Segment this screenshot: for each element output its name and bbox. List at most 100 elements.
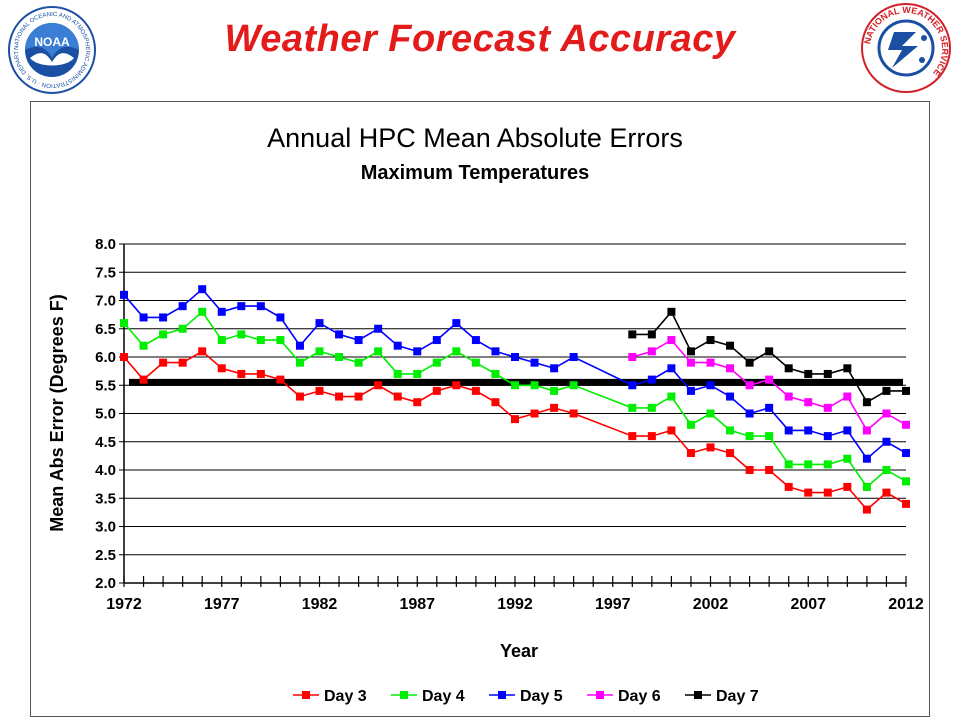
- slide-title: Weather Forecast Accuracy: [224, 18, 736, 60]
- day-5-marker: [706, 381, 715, 390]
- day-5-marker: [393, 341, 402, 350]
- y-tick-label: 2.5: [95, 547, 116, 564]
- x-tick-label: 1982: [302, 596, 338, 613]
- day-5-marker: [139, 313, 148, 322]
- day-5-marker: [902, 449, 910, 458]
- day-4-marker: [413, 369, 422, 378]
- day-5-marker: [256, 302, 265, 311]
- legend-day-4-label: Day 4: [422, 688, 465, 705]
- day-4-marker: [843, 454, 852, 463]
- day-4-marker: [159, 330, 168, 339]
- day-7-marker: [647, 330, 656, 339]
- day-5-marker: [686, 386, 695, 395]
- day-5-marker: [315, 319, 324, 328]
- day-5-marker: [745, 409, 754, 418]
- day-4-marker: [237, 330, 246, 339]
- y-tick-label: 6.5: [95, 321, 116, 338]
- day-4-marker: [120, 319, 128, 328]
- day-4-marker: [550, 386, 559, 395]
- day-3-marker: [511, 415, 519, 424]
- day-4-marker: [862, 482, 871, 491]
- day-5-marker: [784, 426, 793, 435]
- day-5-marker: [843, 426, 852, 435]
- day-3-marker: [315, 386, 324, 395]
- day-3-marker: [471, 386, 480, 395]
- day-6-marker: [765, 375, 774, 384]
- day-3-marker: [413, 398, 422, 407]
- day-5-marker: [159, 313, 168, 322]
- day-4-marker: [276, 336, 285, 345]
- noaa-logo-text: NOAA: [34, 35, 70, 49]
- day-5-marker: [726, 392, 735, 401]
- x-tick-label: 2002: [693, 596, 729, 613]
- mae-line-chart: Annual HPC Mean Absolute Errors Maximum …: [47, 123, 924, 705]
- day-3-marker: [159, 358, 168, 367]
- legend-day-7-marker: [694, 691, 702, 699]
- day-4-marker: [706, 409, 715, 418]
- day-6-marker: [862, 426, 871, 435]
- day-4-marker: [882, 466, 891, 474]
- day-5-marker: [550, 364, 559, 373]
- day-5-marker: [335, 330, 344, 339]
- day-5-marker: [530, 358, 539, 367]
- day-3-marker: [843, 482, 852, 491]
- day-5-marker: [511, 353, 519, 361]
- day-6-marker: [804, 398, 813, 407]
- day-5-marker: [413, 347, 422, 356]
- x-tick-label: 1972: [106, 596, 142, 613]
- day-5-marker: [862, 454, 871, 463]
- day-5-marker: [628, 381, 637, 390]
- day-4-marker: [686, 420, 695, 429]
- day-6-marker: [823, 403, 832, 412]
- day-6-marker: [843, 392, 852, 401]
- day-4-marker: [198, 307, 207, 316]
- day-6-marker: [647, 347, 656, 356]
- day-3-marker: [765, 466, 774, 474]
- day-7-marker: [765, 347, 774, 356]
- chart-title: Annual HPC Mean Absolute Errors: [267, 123, 683, 153]
- day-5-marker: [432, 336, 441, 345]
- day-4-marker: [491, 369, 500, 378]
- legend-day-3-label: Day 3: [324, 688, 367, 705]
- day-7-marker: [686, 347, 695, 356]
- day-4-marker: [178, 324, 187, 333]
- day-3-marker: [862, 505, 871, 514]
- day-3-marker: [393, 392, 402, 401]
- day-5-marker: [120, 290, 128, 299]
- day-5-marker: [237, 302, 246, 311]
- x-tick-label: 2012: [888, 596, 924, 613]
- day-7-marker: [726, 341, 735, 350]
- day-5-marker: [198, 285, 207, 294]
- day-3-marker: [217, 364, 226, 373]
- y-tick-label: 3.0: [95, 519, 116, 536]
- chart-panel: Annual HPC Mean Absolute Errors Maximum …: [30, 101, 930, 717]
- chart-subtitle: Maximum Temperatures: [361, 162, 590, 184]
- day-3-marker: [804, 488, 813, 497]
- day-3-marker: [667, 426, 676, 435]
- day-3-marker: [295, 392, 304, 401]
- day-5-marker: [765, 403, 774, 412]
- y-tick-label: 4.0: [95, 462, 116, 479]
- day-3-marker: [432, 386, 441, 395]
- day-5-marker: [217, 307, 226, 316]
- legend-day-3-marker: [302, 691, 310, 699]
- day-5-marker: [452, 319, 461, 328]
- day-3-marker: [726, 449, 735, 458]
- day-4-marker: [647, 403, 656, 412]
- day-4-marker: [902, 477, 910, 486]
- day-4-marker: [784, 460, 793, 469]
- day-5-marker: [882, 437, 891, 446]
- x-tick-label: 1992: [497, 596, 533, 613]
- day-4-marker: [374, 347, 383, 356]
- day-3-marker: [647, 432, 656, 441]
- day-5-marker: [667, 364, 676, 373]
- day-7-marker: [843, 364, 852, 373]
- day-4-marker: [354, 358, 363, 367]
- legend-day-6-marker: [596, 691, 604, 699]
- day-3-marker: [354, 392, 363, 401]
- y-tick-label: 5.0: [95, 406, 116, 423]
- day-5-marker: [569, 353, 578, 361]
- nws-logo: NATIONAL WEATHER SERVICE: [861, 3, 951, 93]
- day-3-marker: [452, 381, 461, 390]
- day-3-marker: [120, 353, 128, 361]
